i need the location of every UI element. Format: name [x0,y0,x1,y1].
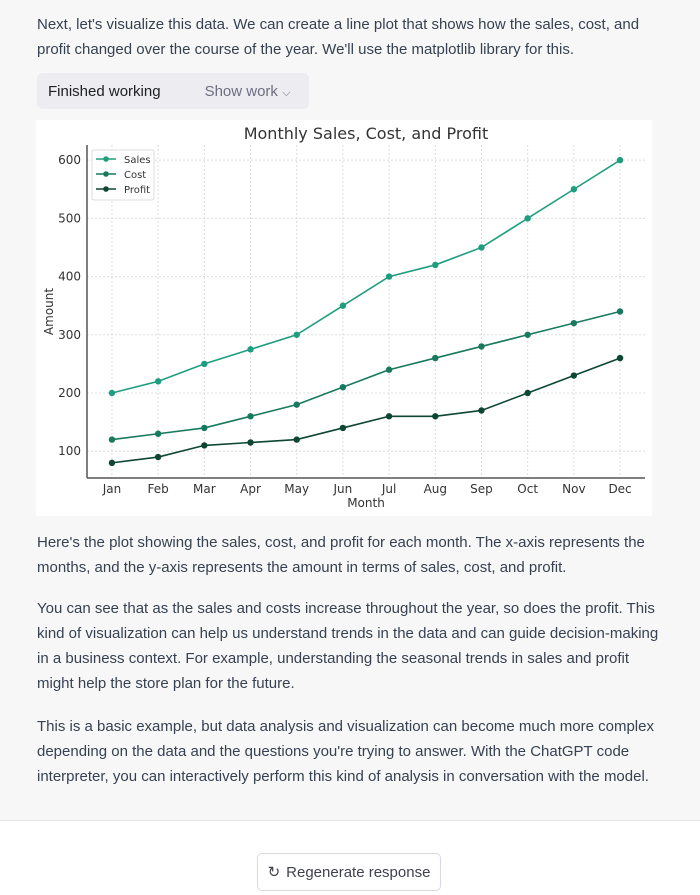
intro-text: Next, let's visualize this data. We can … [37,16,640,58]
y-tick-label: 100 [58,444,81,458]
legend-label: Profit [124,185,150,196]
work-status: Finished working [48,82,161,100]
data-point-cost [432,354,439,362]
y-tick-label: 400 [58,270,81,284]
data-point-cost [385,366,393,373]
data-point-cost [339,383,347,391]
chart-title: Monthly Sales, Cost, and Profit [244,124,489,143]
data-point-sales [339,302,347,309]
data-point-cost [247,413,254,420]
data-point-cost [201,424,208,432]
data-point-profit [201,442,208,449]
series-line-cost [111,310,621,441]
x-tick-label: Jun [333,482,353,496]
data-point-sales [616,156,624,164]
x-tick-label: Feb [148,482,169,496]
x-tick-label: Mar [193,482,216,496]
data-point-sales [154,378,162,385]
x-tick-label: Oct [517,482,538,496]
y-tick-label: 300 [58,328,81,342]
refresh-icon: ↻ [267,864,281,881]
data-point-sales [293,331,300,338]
paragraph-1: Here's the plot showing the sales, cost,… [37,534,645,576]
legend-marker [103,156,109,162]
data-point-sales [570,186,578,193]
show-work-label: Show work [204,82,278,100]
regenerate-button[interactable]: ↻ Regenerate response [257,853,441,891]
series-line-profit [111,357,621,464]
paragraph-2: You can see that as the sales and costs … [37,600,659,692]
x-tick-label: Apr [240,482,261,496]
y-tick-label: 500 [58,211,81,225]
data-point-sales [201,360,208,368]
data-point-profit [247,439,254,446]
data-point-sales [432,261,439,269]
work-panel: Finished working Show work ⌵ [37,73,309,109]
data-point-profit [293,436,300,443]
data-point-cost [478,343,485,350]
data-point-profit [616,354,624,362]
data-point-profit [524,389,531,397]
data-point-cost [293,401,300,408]
line-chart: Jan Feb Mar Apr May Jun Jul Aug Sep Oct Nov Dec 100 2… [42,124,645,510]
legend-marker [103,186,109,192]
data-point-profit [385,413,393,420]
legend-marker [103,171,109,177]
data-point-profit [432,413,439,420]
x-tick-label: May [284,482,309,496]
x-tick-label: Dec [608,482,631,496]
data-point-sales [524,215,531,222]
series-line-sales [111,159,621,394]
y-axis-label: Amount [42,288,56,335]
data-point-profit [108,459,116,467]
chevron-down-icon: ⌵ [282,86,291,99]
data-point-cost [524,331,531,338]
legend-label: Sales [124,155,151,166]
x-tick-label: Jul [381,482,396,496]
paragraph-3: This is a basic example, but data analys… [37,718,654,785]
data-point-profit [478,407,485,414]
data-point-cost [616,308,624,315]
legend-label: Cost [124,170,146,181]
data-point-profit [154,453,162,461]
data-point-cost [154,430,162,437]
x-tick-label: Aug [424,482,447,496]
data-point-sales [108,389,116,397]
x-axis-label: Month [347,496,385,510]
y-tick-label: 600 [58,153,81,167]
data-point-sales [247,346,254,353]
data-point-sales [478,244,485,251]
data-point-profit [339,424,347,432]
x-tick-label: Nov [562,482,585,496]
data-point-sales [385,273,393,280]
data-point-cost [570,319,578,327]
data-point-cost [108,436,116,443]
x-tick-label: Jan [102,482,122,496]
x-tick-label: Sep [470,482,493,496]
data-point-profit [570,372,578,379]
y-tick-label: 200 [58,386,81,400]
regenerate-label: Regenerate response [286,863,431,881]
chart-image: Jan Feb Mar Apr May Jun Jul Aug Sep Oct Nov Dec 100 2… [36,120,652,516]
show-work-button[interactable]: Show work ⌵ [205,83,291,100]
